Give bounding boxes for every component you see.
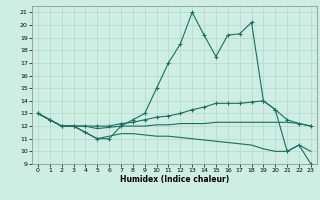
X-axis label: Humidex (Indice chaleur): Humidex (Indice chaleur) (120, 175, 229, 184)
